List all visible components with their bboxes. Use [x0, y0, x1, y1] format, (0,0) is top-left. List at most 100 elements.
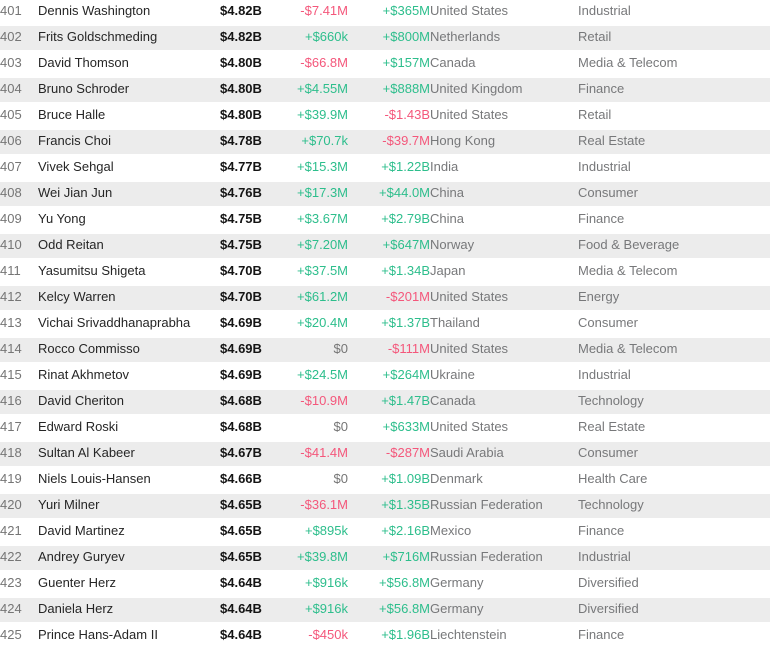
rank-cell: 404: [0, 77, 38, 103]
ytd-change-cell: +$633M: [382, 419, 430, 434]
industry-cell: Technology: [578, 389, 770, 415]
net-worth-cell: $4.65B: [220, 545, 285, 571]
name-cell: Bruno Schroder: [38, 77, 220, 103]
country-cell: Russian Federation: [430, 493, 578, 519]
daily-change-cell: +$916k: [285, 597, 348, 623]
daily-change-cell: $0: [333, 471, 348, 486]
net-worth-cell: $4.77B: [220, 159, 262, 174]
ytd-change-cell: +$1.35B: [348, 493, 430, 519]
rank-cell: 421: [0, 523, 22, 538]
rank-cell: 402: [0, 25, 38, 51]
country-cell: Russian Federation: [430, 545, 578, 571]
table-row[interactable]: 421 David Martinez $4.65B +$895k +$2.16B…: [0, 519, 770, 545]
industry-cell: Finance: [578, 211, 625, 226]
industry-cell: Energy: [578, 285, 770, 311]
table-row[interactable]: 407 Vivek Sehgal $4.77B +$15.3M +$1.22B …: [0, 155, 770, 181]
table-row[interactable]: 423 Guenter Herz $4.64B +$916k +$56.8M G…: [0, 571, 770, 597]
table-row[interactable]: 414 Rocco Commisso $4.69B $0 -$111M Unit…: [0, 337, 770, 363]
country-cell: Mexico: [430, 523, 472, 538]
industry-cell: Finance: [578, 627, 625, 642]
ytd-change-cell: +$264M: [382, 367, 430, 382]
ytd-change-cell: +$1.22B: [381, 159, 430, 174]
rank-cell: 413: [0, 315, 22, 330]
name-cell: Dennis Washington: [38, 3, 151, 18]
country-cell: Japan: [430, 263, 466, 278]
table-row[interactable]: 419 Niels Louis-Hansen $4.66B $0 +$1.09B…: [0, 467, 770, 493]
billionaires-table: 401 Dennis Washington $4.82B -$7.41M +$3…: [0, 0, 770, 649]
table-row[interactable]: 408 Wei Jian Jun $4.76B +$17.3M +$44.0M …: [0, 181, 770, 207]
ytd-change-cell: +$1.34B: [381, 263, 430, 278]
rank-cell: 415: [0, 367, 22, 382]
industry-cell: Retail: [578, 25, 770, 51]
country-cell: Germany: [430, 597, 578, 623]
table-row[interactable]: 403 David Thomson $4.80B -$66.8M +$157M …: [0, 51, 770, 77]
table-row[interactable]: 413 Vichai Srivaddhanaprabha $4.69B +$20…: [0, 311, 770, 337]
rank-cell: 425: [0, 627, 22, 642]
ytd-change-cell: +$365M: [382, 3, 430, 18]
daily-change-cell: +$15.3M: [297, 159, 348, 174]
net-worth-cell: $4.65B: [220, 493, 285, 519]
rank-cell: 420: [0, 493, 38, 519]
ytd-change-cell: +$888M: [348, 77, 430, 103]
name-cell: Prince Hans-Adam II: [38, 627, 158, 642]
industry-cell: Diversified: [578, 575, 639, 590]
table-row[interactable]: 418 Sultan Al Kabeer $4.67B -$41.4M -$28…: [0, 441, 770, 467]
table-row[interactable]: 420 Yuri Milner $4.65B -$36.1M +$1.35B R…: [0, 493, 770, 519]
industry-cell: Industrial: [578, 367, 631, 382]
table-row[interactable]: 406 Francis Choi $4.78B +$70.7k -$39.7M …: [0, 129, 770, 155]
daily-change-cell: -$7.41M: [300, 3, 348, 18]
rank-cell: 417: [0, 419, 22, 434]
net-worth-cell: $4.69B: [220, 367, 262, 382]
daily-change-cell: +$3.67M: [297, 211, 348, 226]
daily-change-cell: +$17.3M: [285, 181, 348, 207]
daily-change-cell: $0: [285, 337, 348, 363]
name-cell: Edward Roski: [38, 419, 119, 434]
country-cell: Ukraine: [430, 367, 475, 382]
country-cell: Liechtenstein: [430, 627, 507, 642]
table-row[interactable]: 405 Bruce Halle $4.80B +$39.9M -$1.43B U…: [0, 103, 770, 129]
daily-change-cell: +$7.20M: [285, 233, 348, 259]
name-cell: Yasumitsu Shigeta: [38, 263, 146, 278]
net-worth-cell: $4.65B: [220, 523, 262, 538]
ytd-change-cell: -$39.7M: [348, 129, 430, 155]
table-row[interactable]: 425 Prince Hans-Adam II $4.64B -$450k +$…: [0, 623, 770, 649]
net-worth-cell: $4.70B: [220, 285, 285, 311]
name-cell: Rocco Commisso: [38, 337, 220, 363]
daily-change-cell: +$70.7k: [285, 129, 348, 155]
name-cell: Andrey Guryev: [38, 545, 220, 571]
table-row[interactable]: 422 Andrey Guryev $4.65B +$39.8M +$716M …: [0, 545, 770, 571]
net-worth-cell: $4.67B: [220, 441, 285, 467]
rank-cell: 423: [0, 575, 22, 590]
country-cell: Norway: [430, 233, 578, 259]
table-row[interactable]: 404 Bruno Schroder $4.80B +$4.55M +$888M…: [0, 77, 770, 103]
net-worth-cell: $4.75B: [220, 233, 285, 259]
net-worth-cell: $4.64B: [220, 627, 262, 642]
table-row[interactable]: 417 Edward Roski $4.68B $0 +$633M United…: [0, 415, 770, 441]
table-row[interactable]: 402 Frits Goldschmeding $4.82B +$660k +$…: [0, 25, 770, 51]
table-row[interactable]: 424 Daniela Herz $4.64B +$916k +$56.8M G…: [0, 597, 770, 623]
table-row[interactable]: 411 Yasumitsu Shigeta $4.70B +$37.5M +$1…: [0, 259, 770, 285]
industry-cell: Real Estate: [578, 129, 770, 155]
table-row[interactable]: 401 Dennis Washington $4.82B -$7.41M +$3…: [0, 0, 770, 25]
name-cell: David Thomson: [38, 55, 129, 70]
country-cell: Thailand: [430, 315, 480, 330]
name-cell: David Cheriton: [38, 389, 220, 415]
net-worth-cell: $4.75B: [220, 211, 262, 226]
table-row[interactable]: 410 Odd Reitan $4.75B +$7.20M +$647M Nor…: [0, 233, 770, 259]
daily-change-cell: -$10.9M: [285, 389, 348, 415]
rank-cell: 410: [0, 233, 38, 259]
net-worth-cell: $4.80B: [220, 107, 262, 122]
daily-change-cell: +$37.5M: [297, 263, 348, 278]
industry-cell: Media & Telecom: [578, 263, 678, 278]
rank-cell: 422: [0, 545, 38, 571]
name-cell: Frits Goldschmeding: [38, 25, 220, 51]
name-cell: Daniela Herz: [38, 597, 220, 623]
table-row[interactable]: 412 Kelcy Warren $4.70B +$61.2M -$201M U…: [0, 285, 770, 311]
table-row[interactable]: 416 David Cheriton $4.68B -$10.9M +$1.47…: [0, 389, 770, 415]
net-worth-cell: $4.64B: [220, 575, 262, 590]
table-row[interactable]: 415 Rinat Akhmetov $4.69B +$24.5M +$264M…: [0, 363, 770, 389]
table-row[interactable]: 409 Yu Yong $4.75B +$3.67M +$2.79B China…: [0, 207, 770, 233]
name-cell: Kelcy Warren: [38, 285, 220, 311]
industry-cell: Industrial: [578, 545, 770, 571]
ytd-change-cell: -$1.43B: [384, 107, 430, 122]
